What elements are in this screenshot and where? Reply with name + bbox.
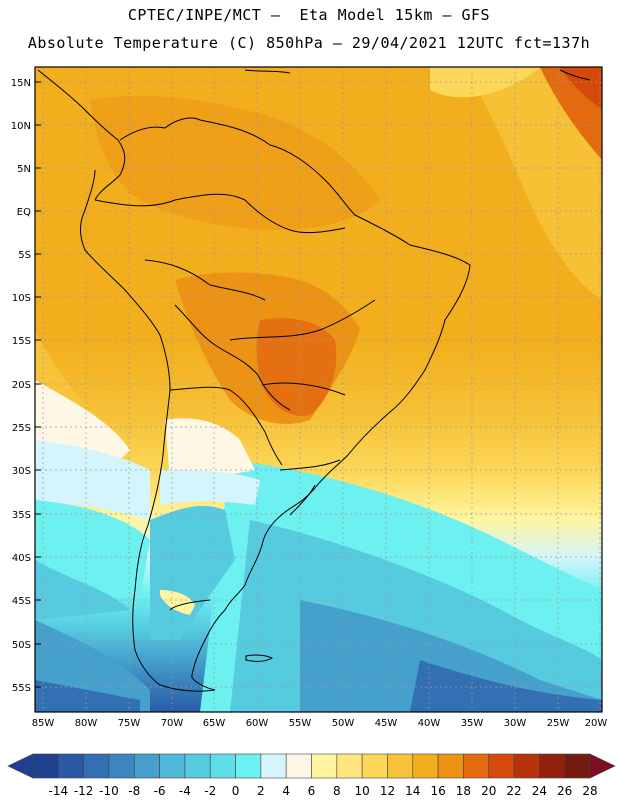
colorbar-label: 28 — [582, 784, 597, 798]
lon-label: 20W — [585, 718, 608, 729]
lat-label: 50S — [12, 640, 31, 651]
map-title-line-2: Absolute Temperature (C) 850hPa – 29/04/… — [27, 34, 591, 52]
colorbar-swatch — [83, 753, 110, 779]
colorbar-label: 8 — [333, 784, 341, 798]
colorbar-swatch — [311, 753, 338, 779]
lat-label: 15S — [12, 336, 31, 347]
colorbar-label: 6 — [308, 784, 316, 798]
lon-label: 60W — [246, 718, 269, 729]
lat-label: 15N — [11, 78, 31, 89]
colorbar-label: 26 — [557, 784, 572, 798]
lon-label: 75W — [118, 718, 141, 729]
colorbar-swatch — [412, 753, 439, 779]
colorbar-swatch — [285, 753, 312, 779]
lon-label: 45W — [375, 718, 398, 729]
colorbar-swatch — [58, 753, 84, 779]
map-title-line-1: CPTEC/INPE/MCT – Eta Model 15km – GFS — [127, 6, 491, 24]
lat-label: 45S — [12, 596, 31, 607]
lon-label: 85W — [32, 718, 55, 729]
colorbar-label: -2 — [204, 784, 216, 798]
lon-label: 65W — [203, 718, 226, 729]
lat-label: 5N — [17, 164, 31, 175]
colorbar-swatch — [209, 753, 236, 779]
lat-label: 40S — [12, 553, 31, 564]
colorbar-swatch — [260, 753, 287, 779]
lon-label: 35W — [461, 718, 484, 729]
lon-label: 30W — [504, 718, 527, 729]
lon-label: 80W — [75, 718, 98, 729]
lat-labels: 15N 10N 5N EQ 5S 10S 15S 20S 25S 30S 35S… — [11, 78, 31, 694]
lat-label: 20S — [12, 380, 31, 391]
colorbar-label: 18 — [456, 784, 471, 798]
colorbar: -14 -12 -10 -8 -6 -4 -2 0 2 4 6 8 10 12 14 16 18 20 22 24 26… — [7, 753, 616, 798]
colorbar-swatch — [108, 753, 135, 779]
lat-label: EQ — [17, 207, 31, 218]
lon-label: 40W — [418, 718, 441, 729]
colorbar-label: 22 — [506, 784, 521, 798]
temperature-field — [35, 67, 602, 712]
colorbar-label: 2 — [257, 784, 265, 798]
map-frame — [34, 66, 603, 713]
lon-labels: 85W 80W 75W 70W 65W 60W 55W 50W 45W 40W … — [32, 718, 608, 729]
colorbar-label: 0 — [232, 784, 240, 798]
lat-label: 10S — [12, 293, 31, 304]
colorbar-swatch — [184, 753, 211, 779]
colorbar-swatch — [488, 753, 515, 779]
colorbar-label: -4 — [179, 784, 191, 798]
colorbar-swatch — [159, 753, 186, 779]
colorbar-label: 20 — [481, 784, 496, 798]
lat-label: 35S — [12, 510, 31, 521]
colorbar-swatch — [564, 753, 591, 779]
lat-label: 5S — [18, 250, 31, 261]
colorbar-label: 16 — [430, 784, 445, 798]
colorbar-label: -12 — [74, 784, 94, 798]
lat-label: 55S — [12, 683, 31, 694]
colorbar-label: 14 — [405, 784, 420, 798]
colorbar-swatch — [513, 753, 540, 779]
colorbar-label: 24 — [532, 784, 547, 798]
colorbar-label: 4 — [282, 784, 290, 798]
lat-label: 10N — [11, 121, 31, 132]
lon-label: 55W — [289, 718, 312, 729]
colorbar-swatch — [32, 753, 59, 779]
lon-label: 25W — [547, 718, 570, 729]
colorbar-label: -8 — [128, 784, 140, 798]
colorbar-label: -10 — [99, 784, 119, 798]
lat-label: 25S — [12, 423, 31, 434]
colorbar-swatch — [133, 753, 160, 779]
colorbar-swatch — [539, 753, 565, 779]
colorbar-swatch — [235, 753, 262, 779]
lat-ticks — [35, 81, 41, 688]
colorbar-swatch — [336, 753, 363, 779]
colorbar-low-arrow — [7, 753, 34, 779]
colorbar-swatch — [387, 753, 414, 779]
coastlines — [37, 69, 591, 692]
lon-label: 70W — [161, 718, 184, 729]
lon-label: 50W — [332, 718, 355, 729]
colorbar-swatch — [361, 753, 388, 779]
colorbar-label: -14 — [49, 784, 69, 798]
lat-label: 30S — [12, 466, 31, 477]
colorbar-swatch — [437, 753, 464, 779]
colorbar-swatch — [463, 753, 490, 779]
colorbar-label: -6 — [154, 784, 166, 798]
colorbar-label: 12 — [380, 784, 395, 798]
colorbar-high-arrow — [589, 753, 616, 779]
colorbar-label: 10 — [354, 784, 369, 798]
